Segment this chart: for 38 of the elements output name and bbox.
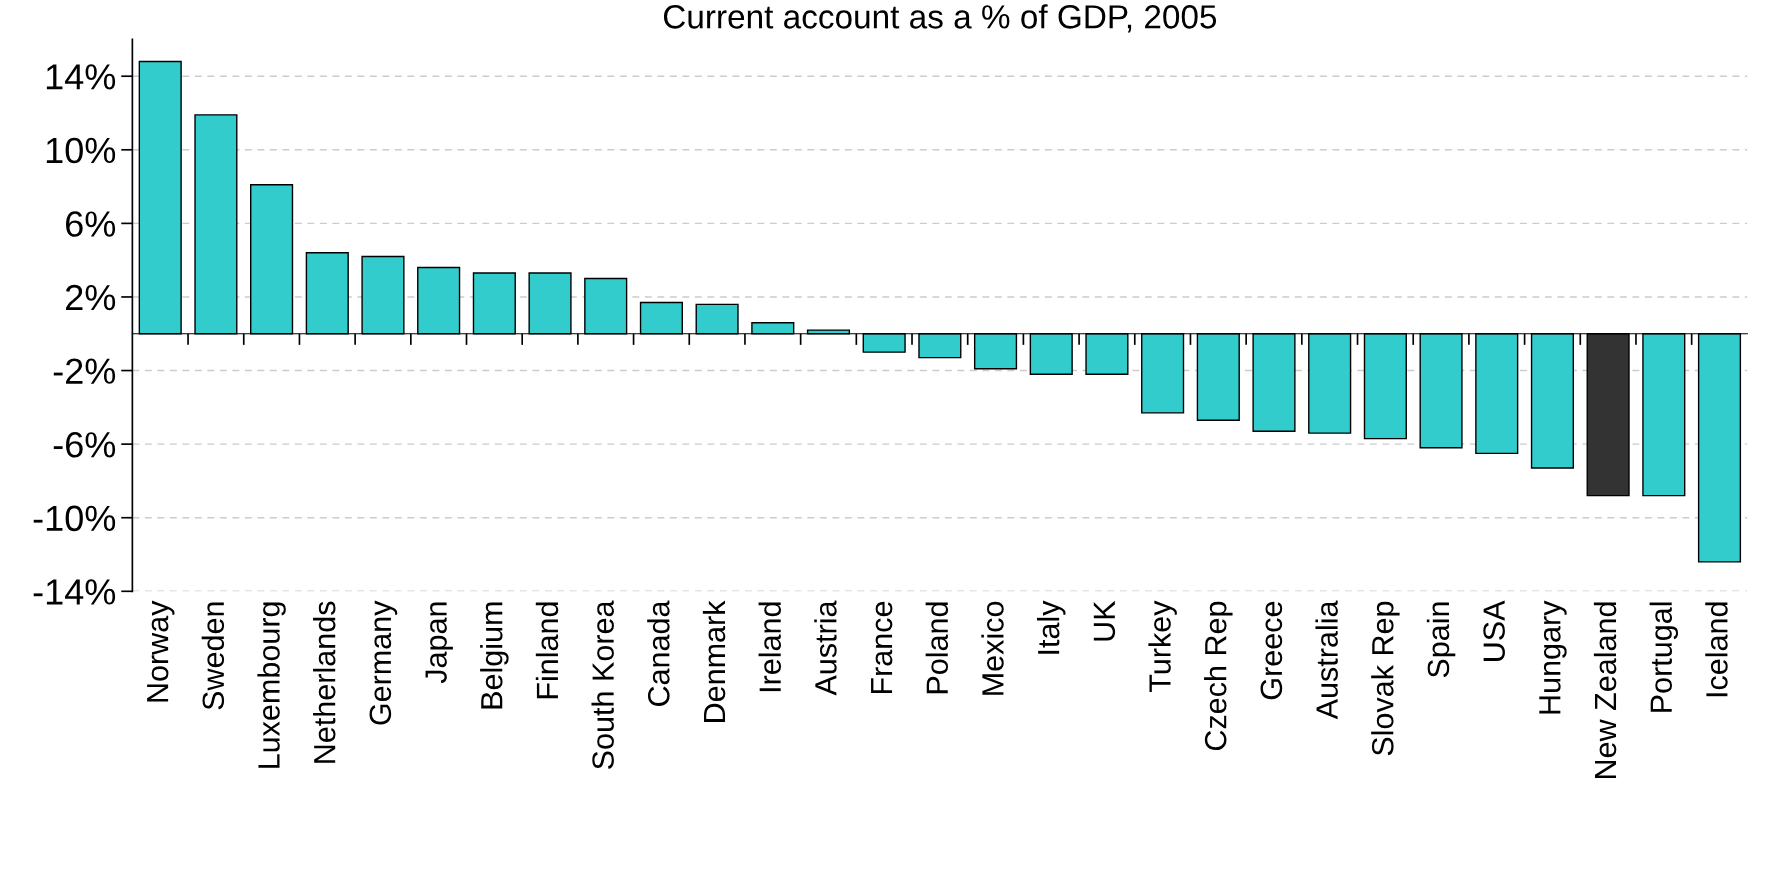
chart-title: Current account as a % of GDP, 2005: [663, 4, 1217, 33]
x-tick-label: USA: [1483, 600, 1505, 661]
x-tick-label: Greece: [1260, 601, 1283, 700]
x-tick-label: Hungary: [1539, 600, 1567, 714]
y-tick-label: -10%: [33, 505, 116, 532]
x-tick-label: UK: [1093, 600, 1116, 641]
y-tick-label: 14%: [46, 64, 116, 90]
x-tick-label: Germany: [369, 600, 398, 725]
x-tick-label: Iceland: [1705, 602, 1728, 697]
x-tick-label: Turkey: [1148, 600, 1177, 693]
x-tick-label: Czech Rep: [1204, 601, 1233, 751]
y-tick-label: 6%: [66, 211, 116, 237]
x-tick-label: Norway: [147, 600, 175, 702]
x-tick-label: Japan: [425, 602, 453, 684]
x-tick-label: Mexico: [981, 601, 1004, 695]
y-tick-label: 10%: [46, 137, 116, 164]
x-tick-label: Belgium: [480, 602, 509, 709]
y-tick-label: -14%: [33, 579, 116, 605]
x-tick-label: Sweden: [201, 602, 225, 710]
x-tick-label: France: [871, 601, 893, 694]
x-tick-label: Italy: [1037, 600, 1066, 654]
x-tick-label: Poland: [925, 602, 949, 694]
y-tick-label: 2%: [66, 284, 116, 311]
y-tick-label: -2%: [53, 358, 116, 384]
x-tick-label: Slovak Rep: [1371, 601, 1400, 756]
x-tick-label: Ireland: [758, 602, 781, 692]
x-tick-label: Austria: [814, 600, 837, 696]
x-tick-label: Canada: [647, 600, 670, 706]
x-tick-label: Portugal: [1649, 602, 1679, 712]
x-tick-label: New Zealand: [1593, 602, 1617, 779]
x-tick-label: Spain: [1426, 602, 1456, 678]
x-tick-label: South Korea: [591, 600, 614, 769]
x-tick-label: Luxembourg: [257, 602, 286, 768]
y-tick-label: -6%: [53, 432, 116, 458]
x-tick-label: Netherlands: [313, 601, 336, 763]
x-tick-label: Finland: [535, 602, 559, 699]
x-tick-label: Australia: [1315, 600, 1338, 720]
x-tick-label: Denmark: [702, 600, 726, 722]
